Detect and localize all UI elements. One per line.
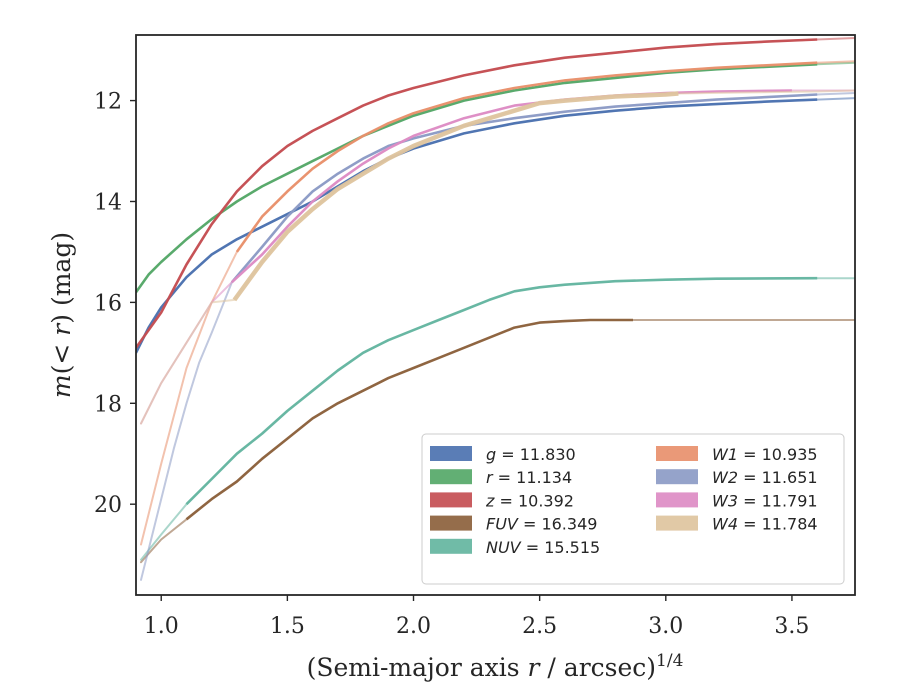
y-tick-label: 20 xyxy=(94,493,122,518)
legend-swatch xyxy=(430,538,472,554)
y-tick-label: 18 xyxy=(94,392,122,417)
x-axis: 1.0 1.5 2.0 2.5 3.0 3.5 xyxy=(144,595,809,639)
series-w4-extrapolated xyxy=(140,89,855,425)
legend-label: r = 11.134 xyxy=(486,468,572,487)
legend: g = 11.830 r = 11.134 z = 10.392 FUV = 16.3… xyxy=(421,433,845,585)
x-tick-label: 2.5 xyxy=(522,614,557,639)
legend-item-z: z = 10.392 xyxy=(430,491,574,510)
x-tick-label: 1.0 xyxy=(144,614,179,639)
series-w4 xyxy=(140,89,855,425)
series-g-extrapolated xyxy=(136,97,855,354)
legend-item-w1: W1 = 10.935 xyxy=(656,445,818,464)
legend-item-r: r = 11.134 xyxy=(430,468,572,487)
series-w3 xyxy=(140,89,855,425)
legend-item-w3: W3 = 11.791 xyxy=(656,491,818,510)
x-axis-title: (Semi-major axis r / arcsec)1/4 xyxy=(307,651,684,682)
legend-swatch xyxy=(430,492,472,508)
x-tick-label: 2.0 xyxy=(396,614,431,639)
legend-label: W1 = 10.935 xyxy=(712,445,818,464)
series-w1 xyxy=(140,60,855,546)
y-tick-label: 16 xyxy=(94,291,122,316)
legend-swatch xyxy=(656,492,698,508)
series-w2 xyxy=(140,92,855,581)
x-tick-label: 3.0 xyxy=(648,614,683,639)
series-w3-extrapolated xyxy=(140,89,855,425)
x-tick-label: 1.5 xyxy=(270,614,305,639)
legend-label: NUV = 15.515 xyxy=(486,538,600,557)
y-axis-title: m(< r) (mag) xyxy=(47,232,76,398)
series-g-line xyxy=(136,98,818,354)
legend-item-w2: W2 = 11.651 xyxy=(656,468,818,487)
y-tick-label: 14 xyxy=(94,190,122,215)
legend-label: W4 = 11.784 xyxy=(712,515,818,534)
legend-item-g: g = 11.830 xyxy=(430,445,576,464)
series-layer xyxy=(136,37,855,581)
series-z xyxy=(136,37,855,349)
series-fuv xyxy=(140,318,855,564)
series-z-line xyxy=(136,38,818,349)
legend-swatch xyxy=(430,469,472,485)
legend-frame xyxy=(421,433,845,585)
legend-swatch xyxy=(430,446,472,461)
y-axis: 12 14 16 18 20 xyxy=(94,90,136,518)
legend-swatch xyxy=(430,515,472,531)
legend-label: W3 = 11.791 xyxy=(712,491,818,510)
legend-label: z = 10.392 xyxy=(485,491,574,510)
legend-swatch xyxy=(656,446,698,461)
legend-swatch xyxy=(656,515,698,531)
series-nuv-line xyxy=(185,276,818,506)
legend-item-fuv: FUV = 16.349 xyxy=(430,515,597,534)
x-tick-label: 3.5 xyxy=(774,614,809,639)
legend-swatch xyxy=(656,469,698,485)
series-nuv xyxy=(140,276,855,561)
legend-label: FUV = 16.349 xyxy=(486,515,597,534)
legend-item-w4: W4 = 11.784 xyxy=(656,515,818,534)
plot-frame xyxy=(135,34,856,596)
series-fuv-line xyxy=(185,318,633,521)
series-z-extrapolated xyxy=(136,37,855,349)
legend-item-nuv: NUV = 15.515 xyxy=(430,538,600,557)
series-w1-line xyxy=(235,61,818,253)
legend-label: g = 11.830 xyxy=(486,445,576,464)
series-w4-line xyxy=(232,91,679,302)
legend-label: W2 = 11.651 xyxy=(712,468,818,487)
y-tick-label: 12 xyxy=(94,90,122,115)
series-w2-line xyxy=(230,93,818,284)
series-g xyxy=(136,97,855,354)
